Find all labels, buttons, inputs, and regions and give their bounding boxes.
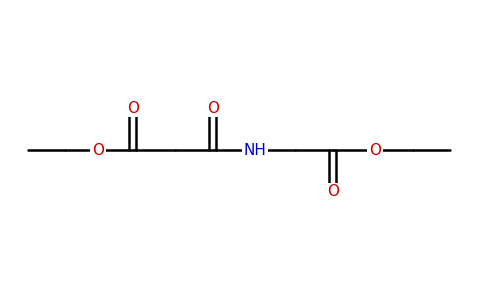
Text: O: O xyxy=(206,101,218,116)
Text: O: O xyxy=(127,101,139,116)
Text: O: O xyxy=(368,142,380,157)
Text: O: O xyxy=(326,185,338,200)
Text: NH: NH xyxy=(243,142,266,157)
Text: O: O xyxy=(92,142,104,157)
